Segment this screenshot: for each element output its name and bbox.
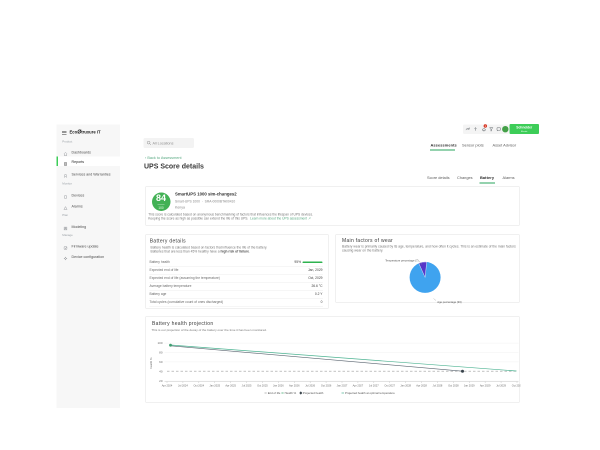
svg-text:Health %: Health % xyxy=(285,391,297,395)
svg-text:20: 20 xyxy=(159,379,163,383)
svg-text:Apr 2029: Apr 2029 xyxy=(480,384,491,388)
svg-text:Jul 2027: Jul 2027 xyxy=(369,384,379,388)
svg-text:health %: health % xyxy=(149,357,153,369)
svg-text:Oct 2025: Oct 2025 xyxy=(257,384,268,388)
svg-text:Jul 2029: Jul 2029 xyxy=(496,384,506,388)
svg-text:Apr 2028: Apr 2028 xyxy=(416,384,427,388)
svg-text:60: 60 xyxy=(159,360,163,364)
svg-text:Jul 2025: Jul 2025 xyxy=(242,384,252,388)
svg-text:Jan 2026: Jan 2026 xyxy=(273,384,284,388)
svg-text:80: 80 xyxy=(159,351,163,355)
svg-text:Apr 2027: Apr 2027 xyxy=(353,384,364,388)
svg-text:Oct 2028: Oct 2028 xyxy=(448,384,459,388)
svg-text:Oct 2029: Oct 2029 xyxy=(512,384,521,388)
svg-text:Oct 2027: Oct 2027 xyxy=(384,384,395,388)
svg-text:Oct 2024: Oct 2024 xyxy=(194,384,205,388)
svg-text:40: 40 xyxy=(159,370,163,374)
svg-text:Jul 2026: Jul 2026 xyxy=(305,384,315,388)
svg-text:Oct 2026: Oct 2026 xyxy=(321,384,332,388)
svg-text:Jan 2029: Jan 2029 xyxy=(464,384,475,388)
svg-text:1: 1 xyxy=(485,125,487,128)
svg-text:Jan 2025: Jan 2025 xyxy=(209,384,220,388)
svg-text:Jan 2027: Jan 2027 xyxy=(337,384,348,388)
svg-text:Jul 2024: Jul 2024 xyxy=(178,384,188,388)
svg-text:Projected health: Projected health xyxy=(303,391,324,395)
svg-text:Temperature percentage (7): Temperature percentage (7) xyxy=(385,259,418,263)
svg-text:End of life: End of life xyxy=(268,391,281,395)
svg-text:Apr 2026: Apr 2026 xyxy=(289,384,300,388)
svg-text:Apr 2025: Apr 2025 xyxy=(225,384,236,388)
svg-text:Jan 2028: Jan 2028 xyxy=(400,384,411,388)
svg-text:Apr 2024: Apr 2024 xyxy=(162,384,173,388)
svg-text:100: 100 xyxy=(157,341,162,345)
svg-text:Age percentage (93): Age percentage (93) xyxy=(437,300,462,304)
svg-text:Jul 2028: Jul 2028 xyxy=(433,384,443,388)
svg-text:Projected health at optimal te: Projected health at optimal temperature xyxy=(345,391,395,395)
